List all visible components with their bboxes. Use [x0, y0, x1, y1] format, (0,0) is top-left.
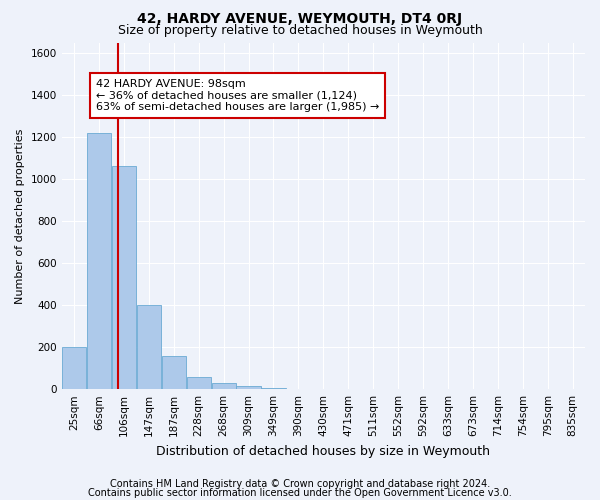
- Bar: [187, 376, 211, 389]
- Text: Size of property relative to detached houses in Weymouth: Size of property relative to detached ho…: [118, 24, 482, 37]
- Text: Contains public sector information licensed under the Open Government Licence v3: Contains public sector information licen…: [88, 488, 512, 498]
- Bar: [87, 133, 111, 389]
- Bar: [137, 305, 161, 389]
- Bar: [236, 386, 260, 389]
- X-axis label: Distribution of detached houses by size in Weymouth: Distribution of detached houses by size …: [157, 444, 490, 458]
- Text: 42 HARDY AVENUE: 98sqm
← 36% of detached houses are smaller (1,124)
63% of semi-: 42 HARDY AVENUE: 98sqm ← 36% of detached…: [95, 79, 379, 112]
- Bar: [262, 388, 286, 389]
- Y-axis label: Number of detached properties: Number of detached properties: [15, 128, 25, 304]
- Bar: [162, 356, 186, 389]
- Text: 42, HARDY AVENUE, WEYMOUTH, DT4 0RJ: 42, HARDY AVENUE, WEYMOUTH, DT4 0RJ: [137, 12, 463, 26]
- Bar: [212, 383, 236, 389]
- Text: Contains HM Land Registry data © Crown copyright and database right 2024.: Contains HM Land Registry data © Crown c…: [110, 479, 490, 489]
- Bar: [62, 347, 86, 389]
- Bar: [112, 166, 136, 389]
